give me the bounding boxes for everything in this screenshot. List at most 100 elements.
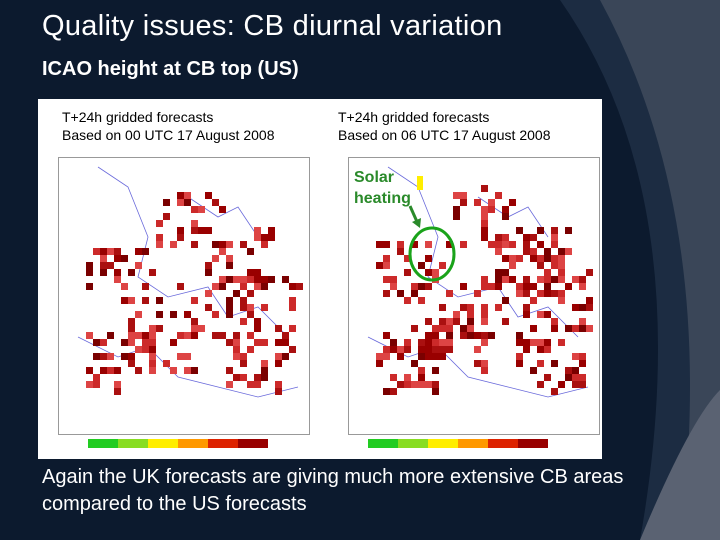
cb-cell bbox=[114, 269, 121, 276]
cb-cell bbox=[586, 297, 593, 304]
cb-cell bbox=[446, 346, 453, 353]
cb-cell bbox=[397, 353, 404, 360]
cb-cell bbox=[191, 318, 198, 325]
cb-cell bbox=[418, 353, 425, 360]
cb-cell bbox=[432, 269, 439, 276]
cb-cell bbox=[537, 290, 544, 297]
scale-swatch bbox=[178, 439, 208, 448]
panel-left-caption: T+24h gridded forecasts Based on 00 UTC … bbox=[62, 108, 274, 144]
cb-cell bbox=[565, 227, 572, 234]
cb-cell bbox=[397, 346, 404, 353]
cb-cell bbox=[135, 332, 142, 339]
cb-cell bbox=[565, 248, 572, 255]
cb-cell bbox=[100, 255, 107, 262]
cb-cell bbox=[191, 227, 198, 234]
cb-cell bbox=[100, 262, 107, 269]
cb-cell bbox=[184, 332, 191, 339]
cb-cell bbox=[425, 269, 432, 276]
cb-cell bbox=[495, 304, 502, 311]
cb-cell bbox=[212, 332, 219, 339]
panel-left-line2: Based on 00 UTC 17 August 2008 bbox=[62, 127, 275, 143]
cb-cell bbox=[233, 374, 240, 381]
cb-cell bbox=[439, 346, 446, 353]
cb-cell bbox=[404, 255, 411, 262]
cb-cell bbox=[390, 283, 397, 290]
cb-cell bbox=[275, 325, 282, 332]
cb-cell bbox=[558, 290, 565, 297]
cb-cell bbox=[184, 199, 191, 206]
cb-cell bbox=[289, 346, 296, 353]
cb-cell bbox=[149, 269, 156, 276]
cb-cell bbox=[418, 374, 425, 381]
cb-cell bbox=[488, 206, 495, 213]
cb-cell bbox=[495, 234, 502, 241]
cb-cell bbox=[474, 290, 481, 297]
cb-cell bbox=[495, 276, 502, 283]
cb-cell bbox=[537, 346, 544, 353]
cb-cell bbox=[502, 241, 509, 248]
cb-cell bbox=[247, 332, 254, 339]
cb-cell bbox=[240, 353, 247, 360]
cb-cell bbox=[502, 276, 509, 283]
cb-cell bbox=[558, 248, 565, 255]
cb-cell bbox=[226, 367, 233, 374]
cb-cell bbox=[425, 381, 432, 388]
cb-cell bbox=[114, 381, 121, 388]
cb-cell bbox=[481, 339, 488, 346]
cb-cell bbox=[551, 234, 558, 241]
slide-subtitle: ICAO height at CB top (US) bbox=[42, 58, 299, 80]
cb-cell bbox=[551, 325, 558, 332]
cb-cell bbox=[177, 234, 184, 241]
cb-cell bbox=[544, 290, 551, 297]
cb-cell bbox=[579, 381, 586, 388]
cb-cell bbox=[467, 318, 474, 325]
cb-cell bbox=[397, 248, 404, 255]
cb-cell bbox=[453, 192, 460, 199]
cb-cell bbox=[579, 276, 586, 283]
cb-cell bbox=[114, 388, 121, 395]
scale-swatch bbox=[518, 439, 548, 448]
cb-cell bbox=[432, 381, 439, 388]
cb-cell bbox=[523, 339, 530, 346]
cb-cell bbox=[149, 367, 156, 374]
cb-cell bbox=[460, 192, 467, 199]
cb-cell bbox=[572, 353, 579, 360]
cb-cell bbox=[530, 367, 537, 374]
cb-cell bbox=[425, 353, 432, 360]
cb-cell bbox=[86, 381, 93, 388]
cb-cell bbox=[233, 346, 240, 353]
cb-cell bbox=[135, 262, 142, 269]
cb-cell bbox=[530, 297, 537, 304]
cb-cell bbox=[390, 346, 397, 353]
cb-cell bbox=[488, 199, 495, 206]
slide-caption: Again the UK forecasts are giving much m… bbox=[42, 466, 624, 515]
cb-cell bbox=[142, 346, 149, 353]
cb-cell bbox=[219, 206, 226, 213]
cb-cell bbox=[502, 206, 509, 213]
cb-cell bbox=[212, 283, 219, 290]
cb-cell bbox=[572, 381, 579, 388]
cb-cell bbox=[453, 318, 460, 325]
cb-cell bbox=[551, 388, 558, 395]
cb-cell bbox=[275, 353, 282, 360]
cb-cell bbox=[502, 318, 509, 325]
cb-cell bbox=[586, 269, 593, 276]
cb-cell bbox=[481, 332, 488, 339]
cb-cell bbox=[156, 325, 163, 332]
cb-cell bbox=[156, 220, 163, 227]
cb-cell bbox=[86, 367, 93, 374]
cb-cell bbox=[579, 304, 586, 311]
cb-cell bbox=[226, 255, 233, 262]
cb-cell bbox=[261, 283, 268, 290]
cb-cell bbox=[404, 346, 411, 353]
scale-swatch bbox=[148, 439, 178, 448]
cb-cell bbox=[191, 220, 198, 227]
cb-cell bbox=[156, 241, 163, 248]
cb-cell bbox=[516, 255, 523, 262]
cb-cell bbox=[177, 199, 184, 206]
cb-cell bbox=[425, 241, 432, 248]
cb-cell bbox=[128, 318, 135, 325]
cb-cell bbox=[425, 255, 432, 262]
cb-cell bbox=[509, 241, 516, 248]
